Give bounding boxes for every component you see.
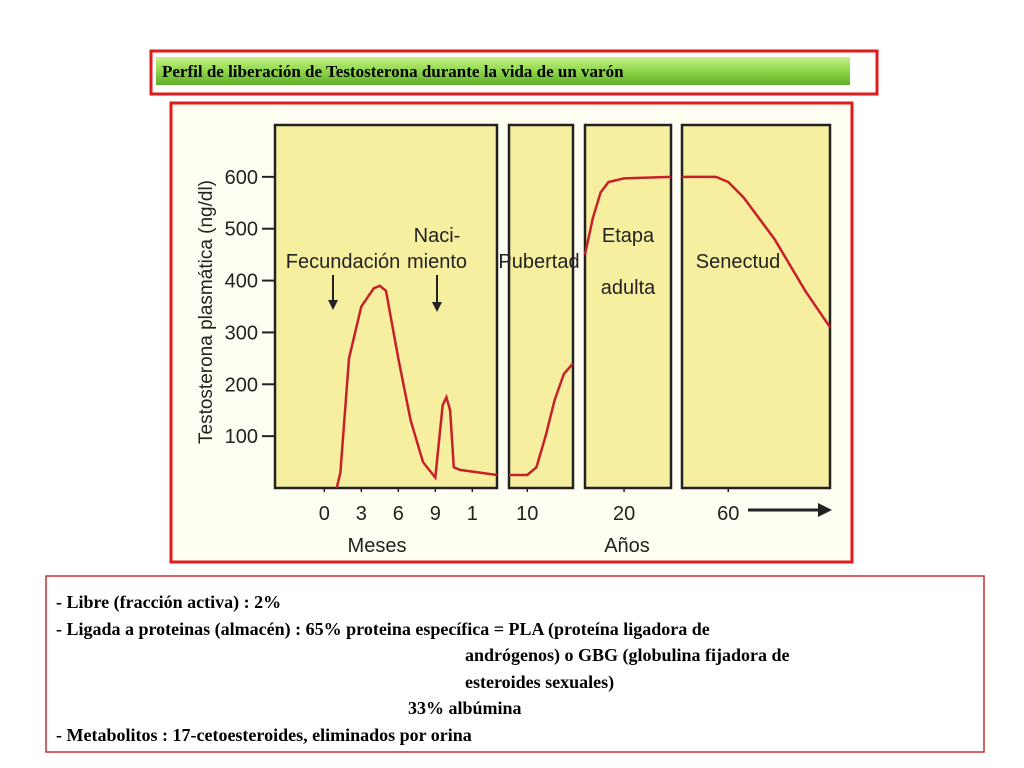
note-line: - Libre (fracción activa) : 2% [56,592,281,613]
x-tick-label: 10 [516,503,538,525]
y-tick-label: 100 [225,426,258,448]
x-tick-label: 1 [467,503,478,525]
panel [273,123,499,490]
y-axis-label: Testosterona plasmática (ng/dl) [196,180,217,444]
annotation: miento [407,251,467,273]
x-tick-label: 20 [613,503,635,525]
banner-frame [149,49,879,96]
banner-title: Perfil de liberación de Testosterona dur… [162,62,624,81]
y-tick-label: 400 [225,271,258,293]
annotation: adulta [601,277,656,299]
note-line: andrógenos) o GBG (globulina fijadora de [465,645,790,666]
panel [680,123,832,490]
line-series [509,362,574,477]
notes-box [45,575,985,753]
notes: - Libre (fracción activa) : 2% - Ligada a… [56,592,790,745]
annotation: Senectud [696,251,781,273]
annotation: Naci- [414,225,461,247]
note-line: - Ligada a proteinas (almacén) : 65% pro… [56,619,710,640]
x-tick-label: 6 [393,503,404,525]
note-line: 33% albúmina [408,698,522,718]
x-tick-label: 0 [319,503,330,525]
annotation: Etapa [602,225,655,247]
y-tick-label: 500 [225,219,258,241]
annotation: Fecundación [286,251,401,273]
line-series [583,175,672,255]
annotation: Pubertad [498,251,579,273]
line-series [335,284,498,489]
arrow-head [432,302,442,312]
panel [507,123,575,490]
y-tick-label: 200 [225,374,258,396]
arrow-head [328,300,338,310]
line-series [682,175,832,328]
x-tick-label: 60 [717,503,739,525]
x-tick-label: 3 [356,503,367,525]
x-axis-label: Meses [348,535,407,557]
axis-arrow-head [818,503,832,517]
y-tick-label: 300 [225,322,258,344]
banner-bg [156,57,850,85]
x-tick-label: 9 [430,503,441,525]
note-line: esteroides sexuales) [465,672,614,693]
note-line: - Metabolitos : 17-cetoesteroides, elimi… [56,725,472,745]
panel [583,123,673,490]
y-tick-label: 600 [225,167,258,189]
x-axis-label: Años [604,535,650,557]
